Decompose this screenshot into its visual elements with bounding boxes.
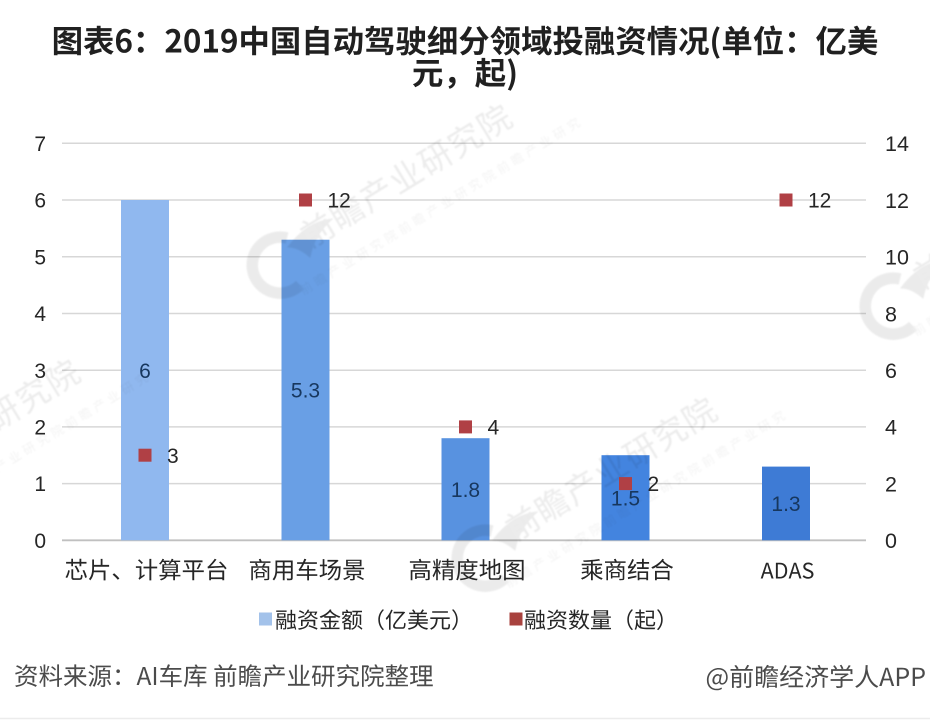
svg-text:7: 7: [34, 133, 46, 156]
svg-text:0: 0: [885, 529, 897, 553]
svg-text:3: 3: [167, 445, 179, 468]
svg-text:5.3: 5.3: [291, 380, 320, 403]
svg-text:5: 5: [34, 246, 46, 269]
svg-text:1.8: 1.8: [451, 479, 480, 502]
svg-text:10: 10: [885, 246, 909, 270]
svg-text:3: 3: [34, 360, 46, 383]
svg-text:1.5: 1.5: [611, 487, 640, 510]
svg-text:12: 12: [885, 189, 909, 213]
svg-text:4: 4: [488, 417, 500, 440]
svg-text:2: 2: [34, 417, 46, 440]
svg-text:2: 2: [648, 473, 660, 496]
svg-text:12: 12: [328, 190, 351, 213]
svg-text:1.3: 1.3: [771, 493, 800, 516]
svg-text:2: 2: [885, 472, 897, 496]
svg-text:6: 6: [139, 360, 151, 383]
svg-text:14: 14: [885, 132, 909, 156]
svg-text:4: 4: [885, 416, 897, 440]
svg-text:6: 6: [34, 190, 46, 213]
svg-text:1: 1: [34, 473, 46, 496]
svg-text:4: 4: [34, 303, 46, 326]
svg-text:6: 6: [885, 359, 897, 383]
svg-text:0: 0: [34, 530, 46, 553]
svg-text:8: 8: [885, 302, 897, 326]
svg-text:12: 12: [808, 190, 831, 213]
